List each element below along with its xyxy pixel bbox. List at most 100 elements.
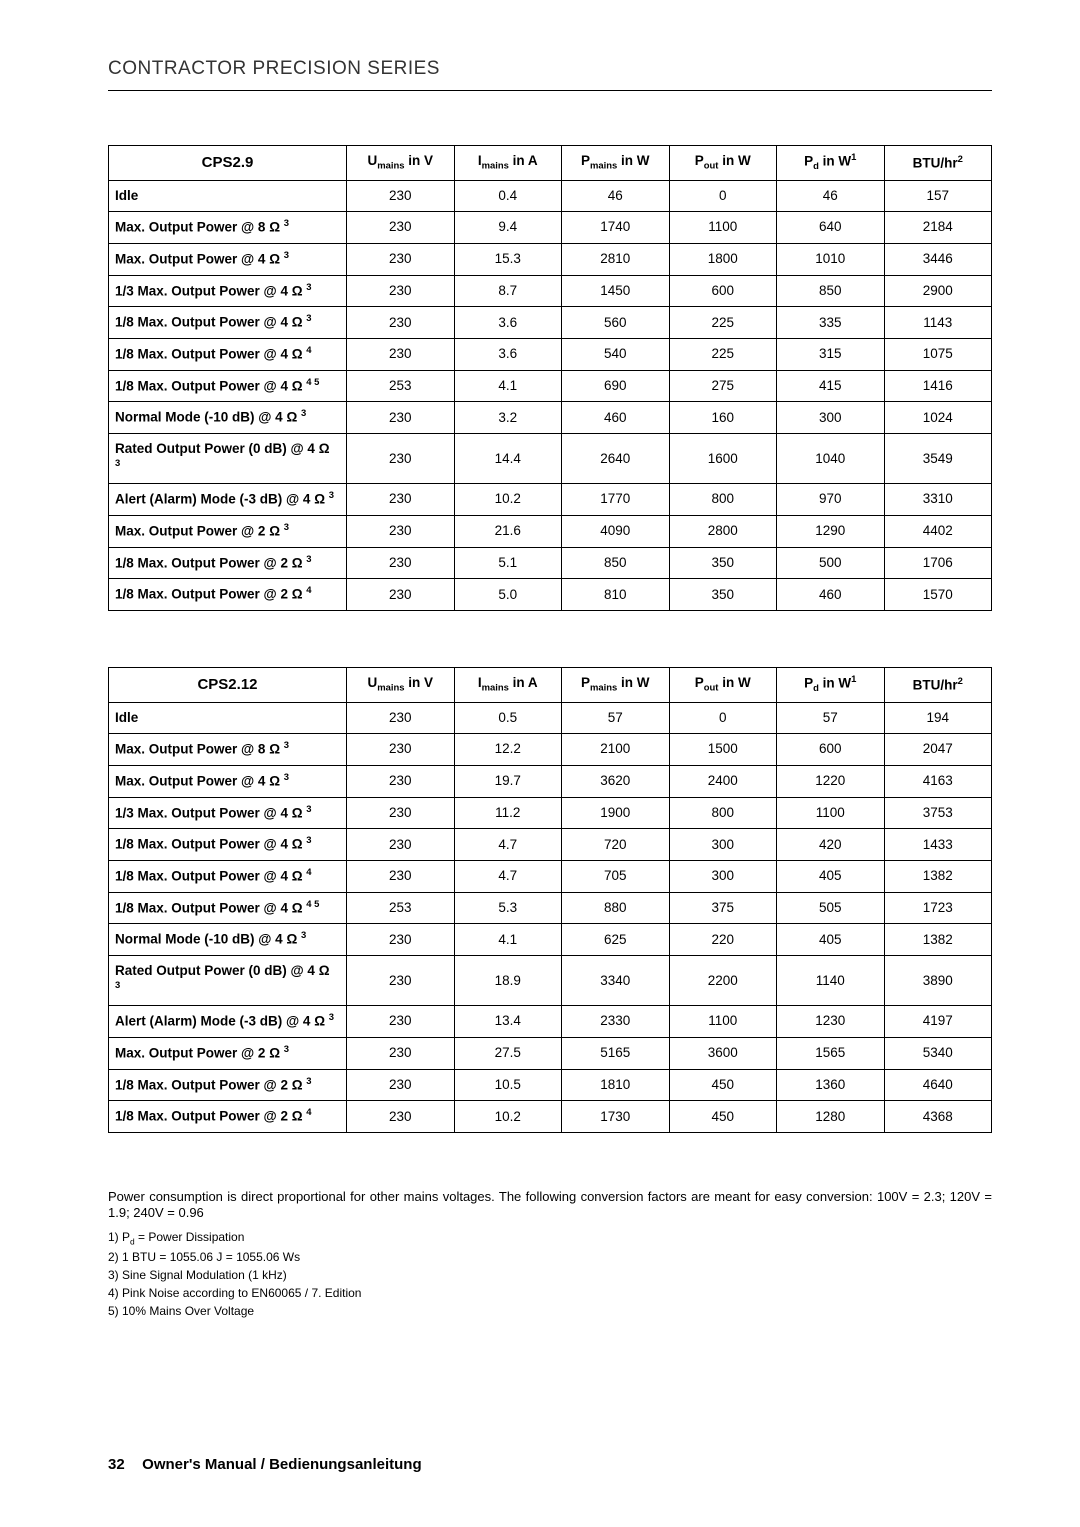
- cell-value: 3.6: [454, 339, 562, 371]
- cell-value: 10.5: [454, 1069, 562, 1101]
- table-row: Rated Output Power (0 dB) @ 4 Ω 323018.9…: [109, 956, 992, 1006]
- col-header: Pout in W: [669, 668, 777, 703]
- cell-value: 15.3: [454, 243, 562, 275]
- cell-value: 3753: [884, 797, 992, 829]
- row-label: 1/8 Max. Output Power @ 4 Ω 4: [109, 339, 347, 371]
- spec-table: CPS2.9Umains in VImains in APmains in WP…: [108, 145, 992, 611]
- row-label: Max. Output Power @ 8 Ω 3: [109, 212, 347, 244]
- cell-value: 690: [562, 370, 670, 402]
- table-row: 1/8 Max. Output Power @ 2 Ω 423010.21730…: [109, 1101, 992, 1133]
- table-row: 1/8 Max. Output Power @ 4 Ω 42303.654022…: [109, 339, 992, 371]
- footnotes-container: 1) Pd = Power Dissipation2) 1 BTU = 1055…: [108, 1228, 992, 1320]
- cell-value: 230: [347, 734, 455, 766]
- cell-value: 880: [562, 892, 670, 924]
- row-label: Rated Output Power (0 dB) @ 4 Ω 3: [109, 434, 347, 484]
- cell-value: 230: [347, 547, 455, 579]
- col-header: Pd in W1: [777, 146, 885, 181]
- table-row: 1/3 Max. Output Power @ 4 Ω 323011.21900…: [109, 797, 992, 829]
- cell-value: 1230: [777, 1006, 885, 1038]
- row-label: 1/8 Max. Output Power @ 2 Ω 4: [109, 579, 347, 611]
- cell-value: 1600: [669, 434, 777, 484]
- cell-value: 300: [777, 402, 885, 434]
- cell-value: 230: [347, 1037, 455, 1069]
- cell-value: 2800: [669, 515, 777, 547]
- cell-value: 625: [562, 924, 670, 956]
- table-row: 1/8 Max. Output Power @ 4 Ω 4 52535.3880…: [109, 892, 992, 924]
- cell-value: 640: [777, 212, 885, 244]
- table-title: CPS2.12: [109, 668, 347, 703]
- cell-value: 4.7: [454, 861, 562, 893]
- col-header: BTU/hr2: [884, 668, 992, 703]
- cell-value: 230: [347, 515, 455, 547]
- cell-value: 1730: [562, 1101, 670, 1133]
- cell-value: 230: [347, 1006, 455, 1038]
- row-label: Max. Output Power @ 8 Ω 3: [109, 734, 347, 766]
- row-label: Normal Mode (-10 dB) @ 4 Ω 3: [109, 402, 347, 434]
- col-header: Umains in V: [347, 146, 455, 181]
- cell-value: 0: [669, 180, 777, 211]
- cell-value: 1040: [777, 434, 885, 484]
- cell-value: 275: [669, 370, 777, 402]
- footnote: 2) 1 BTU = 1055.06 J = 1055.06 Ws: [108, 1248, 992, 1266]
- cell-value: 350: [669, 547, 777, 579]
- cell-value: 1220: [777, 765, 885, 797]
- col-header: Pout in W: [669, 146, 777, 181]
- cell-value: 11.2: [454, 797, 562, 829]
- cell-value: 0: [669, 702, 777, 733]
- table-row: Max. Output Power @ 2 Ω 323027.551653600…: [109, 1037, 992, 1069]
- row-label: 1/8 Max. Output Power @ 2 Ω 4: [109, 1101, 347, 1133]
- spec-table: CPS2.12Umains in VImains in APmains in W…: [108, 667, 992, 1133]
- cell-value: 1143: [884, 307, 992, 339]
- cell-value: 970: [777, 484, 885, 516]
- cell-value: 5.1: [454, 547, 562, 579]
- cell-value: 600: [669, 275, 777, 307]
- cell-value: 230: [347, 484, 455, 516]
- cell-value: 5165: [562, 1037, 670, 1069]
- cell-value: 720: [562, 829, 670, 861]
- cell-value: 194: [884, 702, 992, 733]
- cell-value: 2184: [884, 212, 992, 244]
- table-row: 1/3 Max. Output Power @ 4 Ω 32308.714506…: [109, 275, 992, 307]
- cell-value: 600: [777, 734, 885, 766]
- cell-value: 3600: [669, 1037, 777, 1069]
- table-row: Max. Output Power @ 8 Ω 32309.4174011006…: [109, 212, 992, 244]
- cell-value: 560: [562, 307, 670, 339]
- cell-value: 1565: [777, 1037, 885, 1069]
- cell-value: 4.7: [454, 829, 562, 861]
- row-label: 1/8 Max. Output Power @ 4 Ω 4 5: [109, 892, 347, 924]
- cell-value: 405: [777, 924, 885, 956]
- cell-value: 9.4: [454, 212, 562, 244]
- cell-value: 5340: [884, 1037, 992, 1069]
- cell-value: 253: [347, 370, 455, 402]
- row-label: Normal Mode (-10 dB) @ 4 Ω 3: [109, 924, 347, 956]
- cell-value: 1010: [777, 243, 885, 275]
- cell-value: 230: [347, 1101, 455, 1133]
- col-header: Umains in V: [347, 668, 455, 703]
- col-header: Pmains in W: [562, 146, 670, 181]
- row-label: Idle: [109, 180, 347, 211]
- cell-value: 253: [347, 892, 455, 924]
- col-header: Imains in A: [454, 668, 562, 703]
- cell-value: 1450: [562, 275, 670, 307]
- cell-value: 230: [347, 307, 455, 339]
- cell-value: 1416: [884, 370, 992, 402]
- cell-value: 3.6: [454, 307, 562, 339]
- cell-value: 1382: [884, 924, 992, 956]
- cell-value: 800: [669, 484, 777, 516]
- cell-value: 19.7: [454, 765, 562, 797]
- cell-value: 13.4: [454, 1006, 562, 1038]
- cell-value: 2900: [884, 275, 992, 307]
- page-number: 32: [108, 1456, 138, 1473]
- cell-value: 350: [669, 579, 777, 611]
- cell-value: 2400: [669, 765, 777, 797]
- cell-value: 5.3: [454, 892, 562, 924]
- cell-value: 21.6: [454, 515, 562, 547]
- page-header: CONTRACTOR PRECISION SERIES: [108, 58, 992, 91]
- cell-value: 4090: [562, 515, 670, 547]
- cell-value: 415: [777, 370, 885, 402]
- row-label: 1/3 Max. Output Power @ 4 Ω 3: [109, 275, 347, 307]
- page-footer: 32 Owner's Manual / Bedienungsanleitung: [108, 1456, 422, 1473]
- cell-value: 4197: [884, 1006, 992, 1038]
- table-row: Idle2300.446046157: [109, 180, 992, 211]
- cell-value: 1740: [562, 212, 670, 244]
